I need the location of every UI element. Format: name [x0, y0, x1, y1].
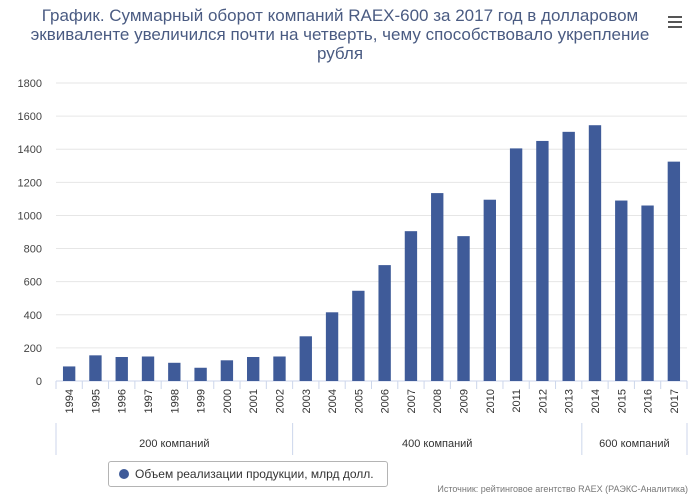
x-tick-label-2015: 2015	[616, 389, 628, 413]
bar-1999	[194, 367, 207, 381]
source-note: Источник: рейтинговое агентство RAEX (РА…	[437, 484, 688, 494]
x-tick-label-1997: 1997	[143, 389, 155, 413]
hamburger-menu-icon[interactable]	[667, 14, 685, 30]
bar-2012	[536, 140, 549, 381]
x-tick-label-2000: 2000	[222, 389, 234, 413]
y-tick-label: 800	[24, 244, 42, 256]
bar-2006	[378, 265, 391, 381]
bar-2013	[562, 131, 575, 381]
y-tick-label: 400	[24, 310, 42, 322]
y-tick-label: 1800	[18, 78, 42, 90]
bar-2015	[615, 200, 628, 381]
bar-1997	[141, 356, 155, 381]
bar-1994	[62, 366, 76, 381]
x-tick-label-2001: 2001	[248, 389, 260, 413]
chart-plot: 0 200 400 600 800 1000 1200 1400 1600 1800 1994 199…	[18, 78, 688, 455]
group-label: 400 компаний	[402, 438, 472, 450]
bar-2004	[325, 312, 339, 381]
chart-title: График. Суммарный оборот компаний RAEX-6…	[30, 6, 650, 63]
legend[interactable]: Объем реализации продукции, млрд долл.	[108, 461, 388, 487]
x-tick-label-2011: 2011	[511, 389, 523, 413]
x-tick-label-2009: 2009	[459, 389, 471, 413]
x-tick-label-2008: 2008	[432, 389, 444, 413]
x-tick-label-1995: 1995	[90, 389, 102, 413]
bar-2000	[220, 360, 234, 381]
bar-1996	[115, 356, 128, 381]
bar-2008	[431, 193, 444, 381]
x-tick-label-2002: 2002	[274, 389, 286, 413]
x-tick-label-2010: 2010	[485, 389, 497, 413]
y-tick-label: 1600	[18, 111, 42, 123]
x-tick-label-2012: 2012	[537, 389, 549, 413]
y-tick-label: 1200	[18, 177, 42, 189]
x-tick-label-2017: 2017	[669, 389, 681, 413]
bar-2011	[509, 148, 523, 381]
y-tick-label: 1400	[18, 144, 42, 156]
bar-2005	[352, 290, 365, 381]
bar-2017	[667, 161, 681, 381]
x-tick-label-2004: 2004	[327, 389, 339, 413]
y-tick-label: 200	[24, 343, 42, 355]
x-tick-label-1998: 1998	[169, 389, 181, 413]
group-label: 600 компаний	[599, 438, 669, 450]
bar-2010	[483, 199, 496, 381]
bar-2009	[457, 236, 470, 381]
bar-2003	[299, 336, 312, 381]
x-tick-label-1996: 1996	[117, 389, 129, 413]
x-tick-label-1999: 1999	[196, 389, 208, 413]
x-tick-label-2007: 2007	[406, 389, 418, 413]
legend-label: Объем реализации продукции, млрд долл.	[135, 467, 374, 481]
bar-2016	[641, 205, 654, 381]
x-tick-label-2013: 2013	[564, 389, 576, 413]
bar-2007	[404, 231, 418, 381]
bar-1998	[168, 362, 181, 381]
x-tick-label-2014: 2014	[590, 389, 602, 413]
bar-2001	[247, 356, 260, 381]
y-tick-label: 1000	[18, 210, 42, 222]
group-label: 200 компаний	[139, 438, 209, 450]
x-tick-label-2006: 2006	[380, 389, 392, 413]
x-tick-label-2016: 2016	[643, 389, 655, 413]
legend-marker-icon	[119, 469, 129, 479]
bar-1995	[89, 355, 102, 381]
bar-2002	[273, 356, 286, 381]
x-tick-label-1994: 1994	[64, 389, 76, 413]
y-tick-label: 600	[24, 277, 42, 289]
x-tick-label-2003: 2003	[301, 389, 313, 413]
bar-2014	[588, 125, 602, 381]
x-tick-label-2005: 2005	[353, 389, 365, 413]
y-tick-label: 0	[36, 376, 42, 388]
